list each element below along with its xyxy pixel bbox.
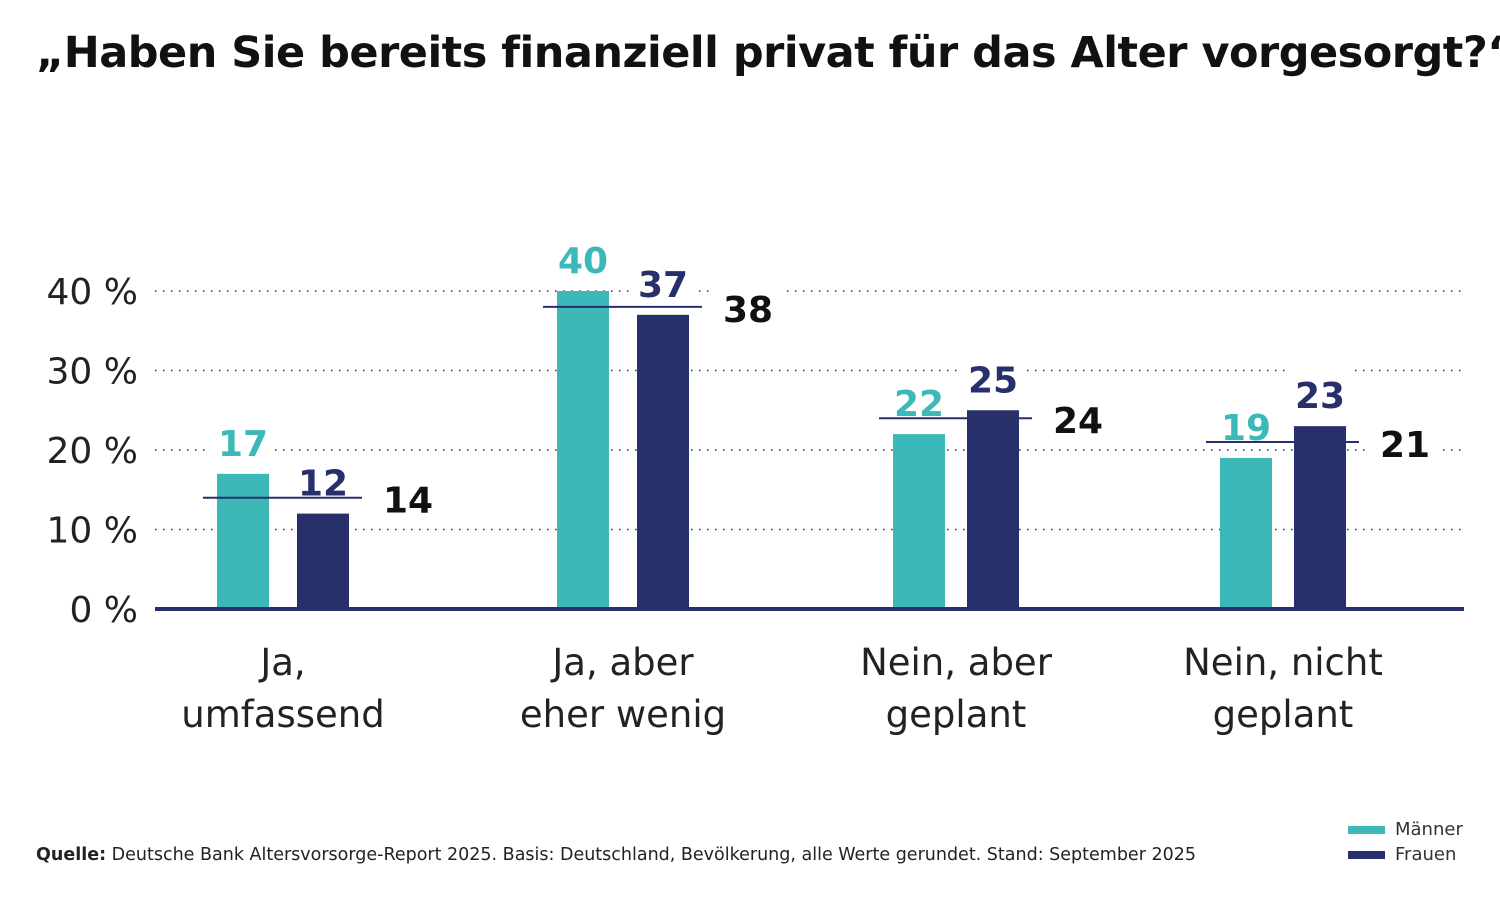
bar-maenner (217, 473, 269, 609)
total-label: 21 (1380, 425, 1430, 466)
source-label: Quelle: (36, 845, 107, 865)
bar-frauen (967, 410, 1019, 609)
bar-frauen (297, 513, 349, 609)
total-label: 14 (383, 481, 433, 522)
legend-label-frauen: Frauen (1395, 844, 1457, 865)
data-label-maenner: 40 (558, 241, 608, 282)
category-label: eher wenig (520, 693, 726, 736)
bar-maenner (557, 291, 609, 609)
bar-frauen (1294, 426, 1346, 609)
legend-item-frauen: Frauen (1348, 844, 1456, 865)
source-text: Deutsche Bank Altersvorsorge-Report 2025… (106, 845, 1196, 865)
y-tick-label: 20 % (47, 431, 138, 472)
bar-maenner (1220, 457, 1272, 609)
data-label-frauen: 25 (968, 360, 1018, 401)
label-background (1214, 399, 1278, 446)
label-background (211, 415, 275, 462)
label-background (887, 376, 951, 423)
category-label: Ja, (258, 641, 305, 684)
category-label: geplant (886, 693, 1027, 736)
data-label-maenner: 17 (218, 424, 268, 465)
y-tick-label: 0 % (69, 590, 138, 631)
label-background (1368, 412, 1438, 459)
total-label: 38 (723, 290, 773, 331)
label-background (551, 233, 615, 279)
total-label: 24 (1053, 401, 1103, 442)
legend-item-maenner: Männer (1348, 819, 1463, 840)
legend-label-maenner: Männer (1395, 819, 1463, 840)
source-note: Quelle: Deutsche Bank Altersvorsorge-Rep… (36, 845, 1196, 865)
category-label: Nein, aber (860, 641, 1053, 684)
y-tick-label: 40 % (47, 272, 138, 313)
category-label: Nein, nicht (1183, 641, 1383, 684)
chart-title: „Haben Sie bereits finanziell privat für… (36, 28, 1500, 78)
label-background (711, 276, 781, 323)
label-background (1041, 388, 1111, 435)
data-label-frauen: 23 (1295, 376, 1345, 417)
label-background (961, 352, 1025, 399)
label-background (1288, 368, 1352, 415)
legend-swatch-frauen (1348, 850, 1385, 859)
bar-maenner (893, 434, 945, 609)
label-background (291, 455, 355, 502)
label-background (631, 256, 695, 303)
label-background (371, 467, 441, 514)
category-label: umfassend (181, 693, 384, 736)
category-label: geplant (1213, 693, 1354, 736)
y-tick-label: 30 % (47, 352, 138, 393)
bar-frauen (637, 314, 689, 609)
data-label-frauen: 37 (638, 265, 688, 306)
y-tick-label: 10 % (47, 511, 138, 552)
category-label: Ja, aber (550, 641, 694, 684)
legend-swatch-maenner (1348, 825, 1385, 834)
